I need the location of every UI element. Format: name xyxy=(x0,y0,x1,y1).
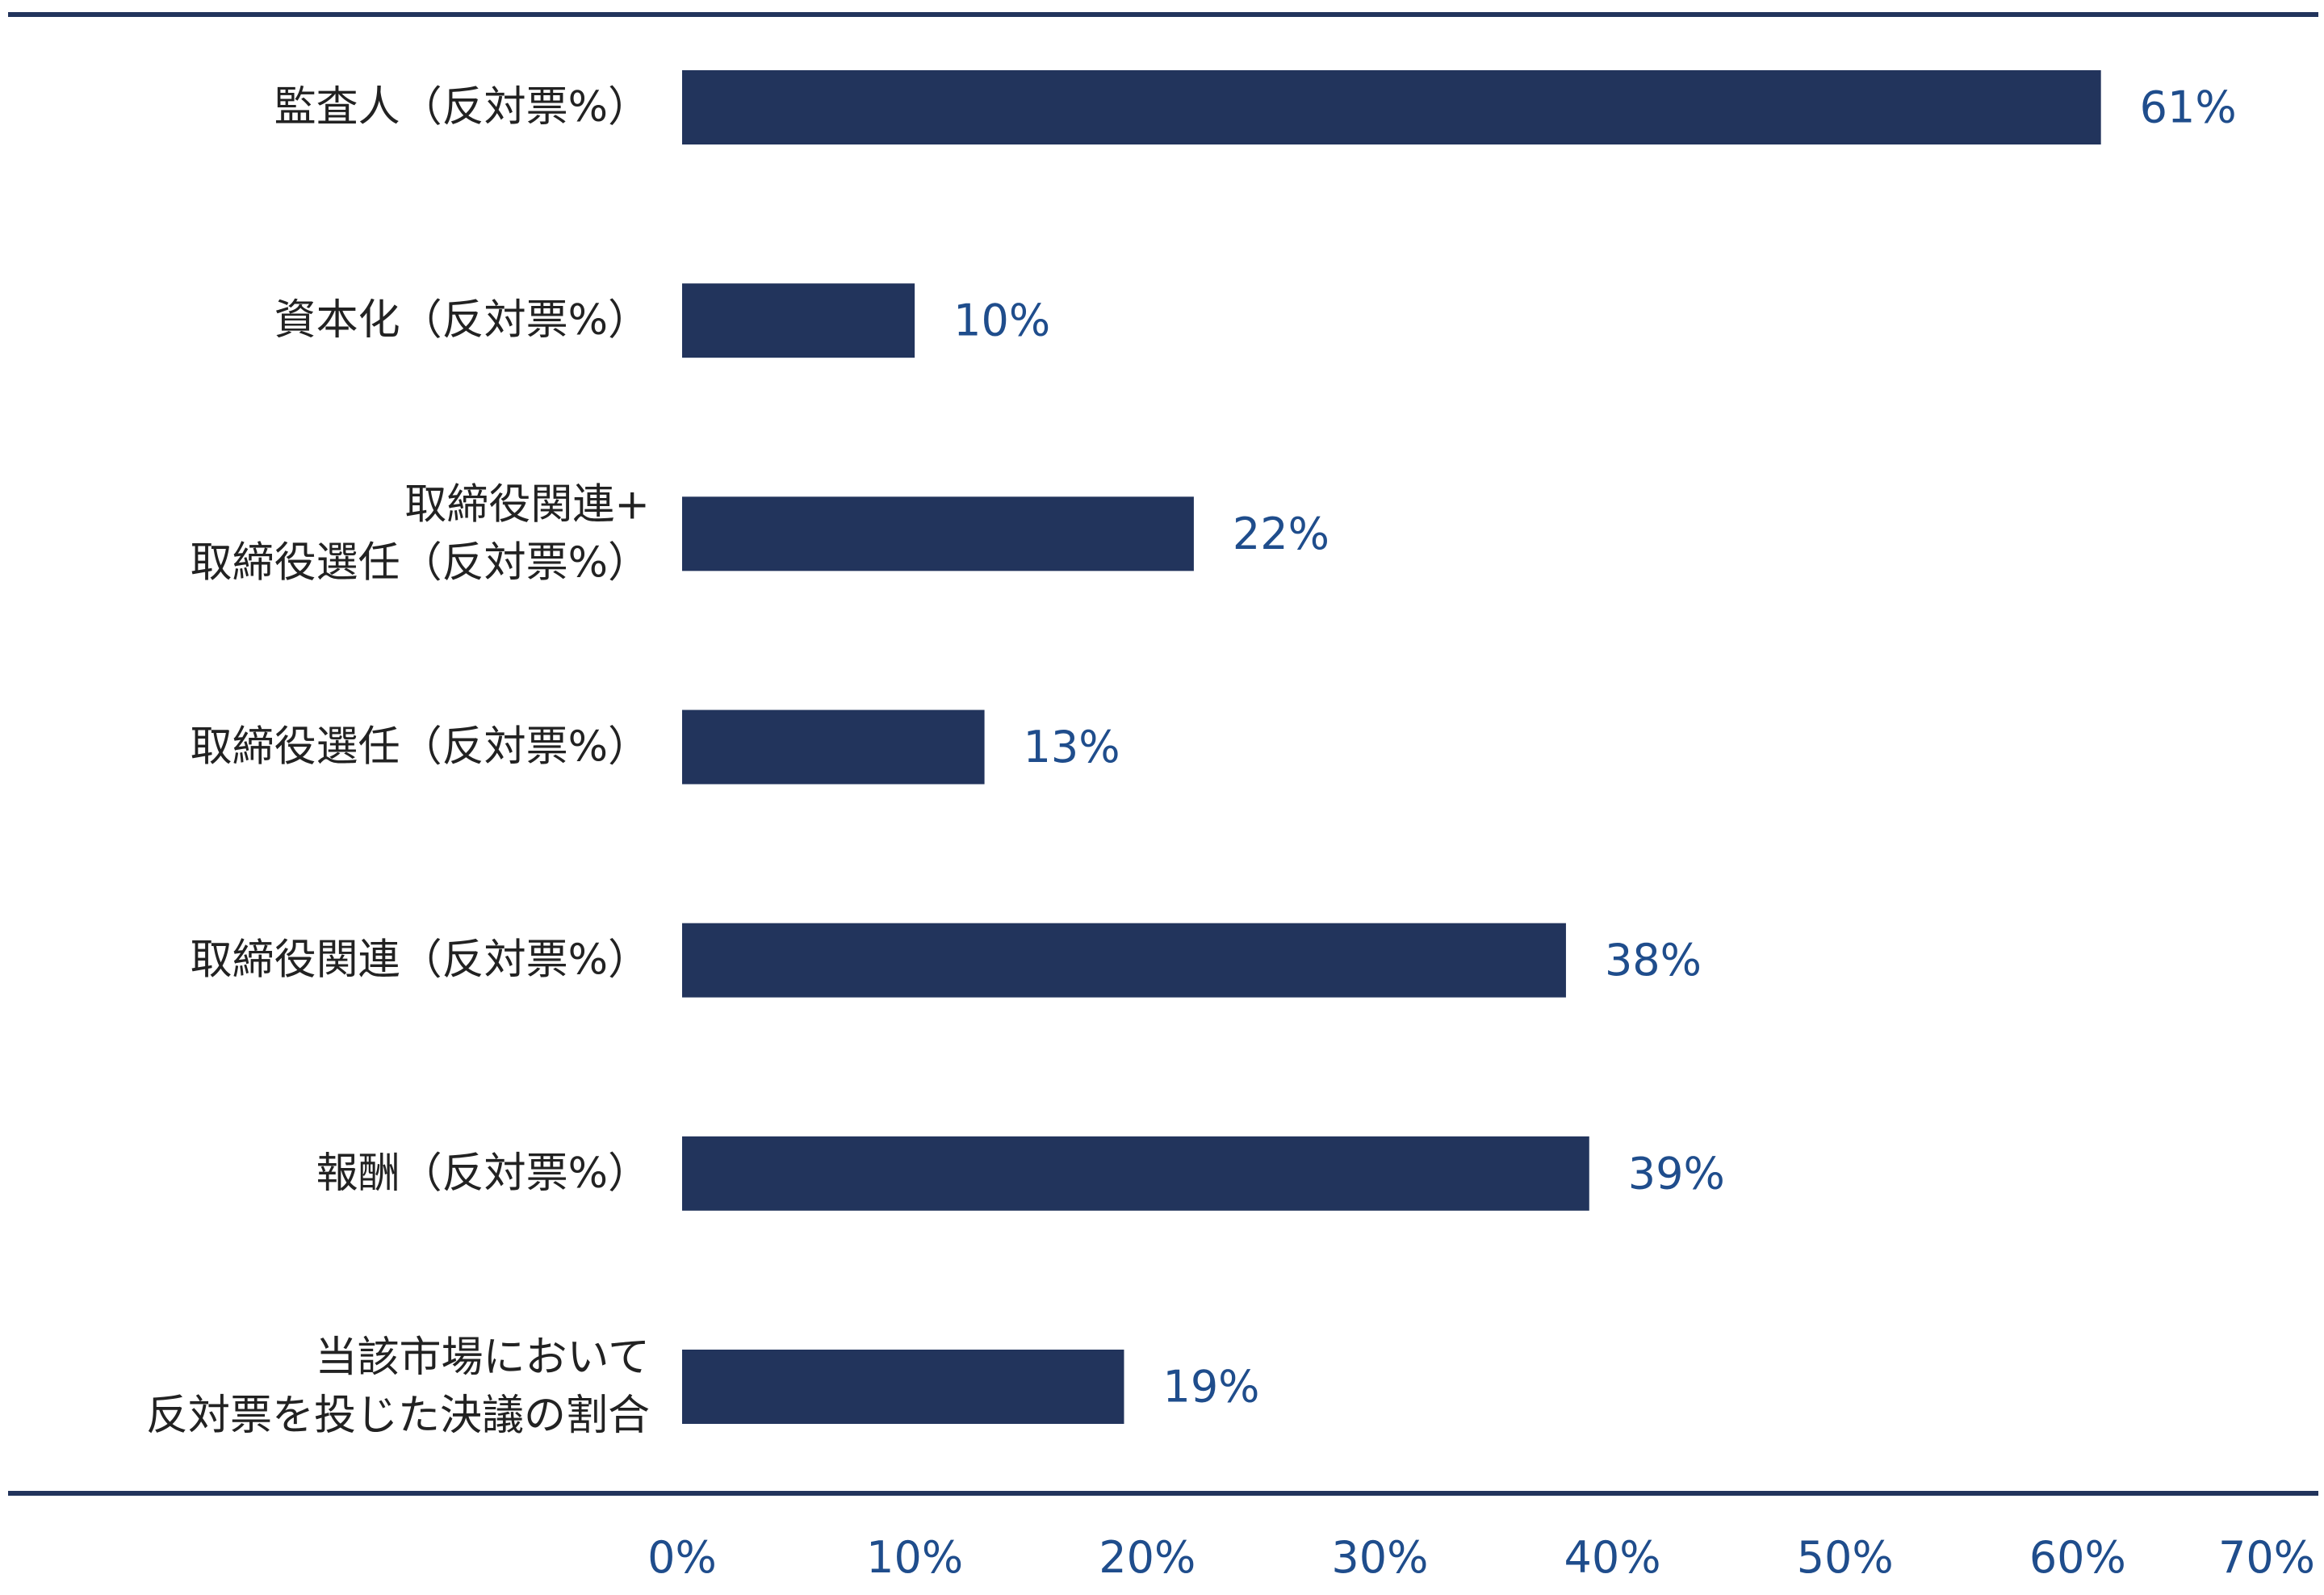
bar-1 xyxy=(682,70,2101,144)
labels-layer: 61% 監査人（反対票%） 10% 資本化（反対票%） 22% 取締役関連+ 取締役選任（反… xyxy=(146,82,2237,1441)
bar-6 xyxy=(682,1136,1589,1211)
x-tick-label-70: 70% xyxy=(2218,1532,2315,1583)
value-label-7: 19% xyxy=(1162,1362,1259,1413)
x-tick-label-20: 20% xyxy=(1099,1532,1195,1583)
category-label-line: 取締役選任（反対票%） xyxy=(191,723,650,772)
value-label-6: 39% xyxy=(1628,1148,1725,1199)
x-tick-label-30: 30% xyxy=(1331,1532,1428,1583)
x-tick-label-0: 0% xyxy=(647,1532,717,1583)
category-label-7: 当該市場において反対票を投じた決議の割合 xyxy=(146,1333,650,1440)
category-label-line: 報酬（反対票%） xyxy=(316,1149,650,1198)
bar-3 xyxy=(682,496,1194,571)
category-label-4: 取締役選任（反対票%） xyxy=(191,723,650,772)
bars-layer xyxy=(682,70,2101,1424)
category-label-line: 反対票を投じた決議の割合 xyxy=(146,1392,650,1440)
category-label-line: 取締役関連（反対票%） xyxy=(191,936,650,985)
category-label-2: 資本化（反対票%） xyxy=(274,296,650,345)
category-label-line: 取締役選任（反対票%） xyxy=(191,538,650,587)
value-label-2: 10% xyxy=(953,295,1050,346)
bar-5 xyxy=(682,923,1566,998)
category-label-line: 当該市場において xyxy=(316,1333,650,1382)
category-label-3: 取締役関連+ 取締役選任（反対票%） xyxy=(191,480,650,587)
value-label-5: 38% xyxy=(1605,935,1702,986)
category-label-line: 資本化（反対票%） xyxy=(274,296,650,345)
category-label-5: 取締役関連（反対票%） xyxy=(191,936,650,985)
value-label-3: 22% xyxy=(1233,509,1329,559)
x-tick-label-40: 40% xyxy=(1564,1532,1661,1583)
category-label-1: 監査人（反対票%） xyxy=(274,83,650,132)
bar-4 xyxy=(682,710,985,785)
category-label-line: 監査人（反対票%） xyxy=(274,83,650,132)
x-axis-ticks: 0% 10% 20% 30% 40% 50% 60% 70% xyxy=(647,1532,2315,1583)
bar-7 xyxy=(682,1350,1124,1424)
value-label-1: 61% xyxy=(2140,82,2237,133)
x-tick-label-50: 50% xyxy=(1797,1532,1894,1583)
value-label-4: 13% xyxy=(1024,722,1120,772)
x-tick-label-60: 60% xyxy=(2029,1532,2126,1583)
bar-2 xyxy=(682,283,915,358)
category-label-line: 取締役関連+ xyxy=(404,480,650,529)
category-label-6: 報酬（反対票%） xyxy=(316,1149,650,1198)
x-tick-label-10: 10% xyxy=(866,1532,963,1583)
